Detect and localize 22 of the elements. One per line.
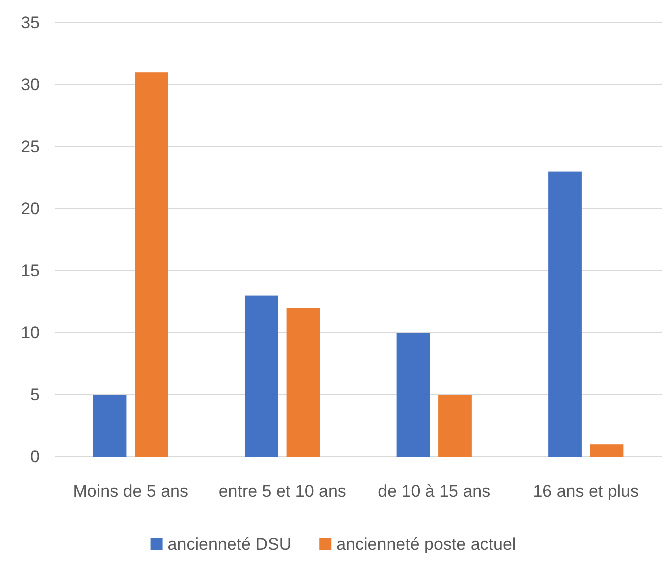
bar <box>548 172 582 457</box>
y-tick-label: 15 <box>21 261 40 280</box>
y-tick-label: 25 <box>21 137 40 156</box>
bar <box>135 72 168 457</box>
y-tick-label: 0 <box>30 447 40 466</box>
bar <box>438 395 472 457</box>
bar <box>286 308 320 457</box>
bar <box>245 296 278 457</box>
y-tick-label: 10 <box>21 323 40 342</box>
y-tick-label: 20 <box>21 199 40 218</box>
bar <box>396 333 430 457</box>
bar <box>93 395 127 457</box>
legend-label: ancienneté DSU <box>168 535 292 554</box>
bar <box>590 444 624 457</box>
y-tick-label: 30 <box>21 75 40 94</box>
x-tick-label: 16 ans et plus <box>533 482 640 501</box>
x-tick-label: de 10 à 15 ans <box>378 482 491 501</box>
legend-label: ancienneté poste actuel <box>336 535 516 554</box>
x-tick-label: entre 5 et 10 ans <box>218 482 346 501</box>
x-tick-label: Moins de 5 ans <box>73 482 189 501</box>
y-tick-label: 35 <box>21 13 40 32</box>
y-tick-label: 5 <box>30 385 40 404</box>
